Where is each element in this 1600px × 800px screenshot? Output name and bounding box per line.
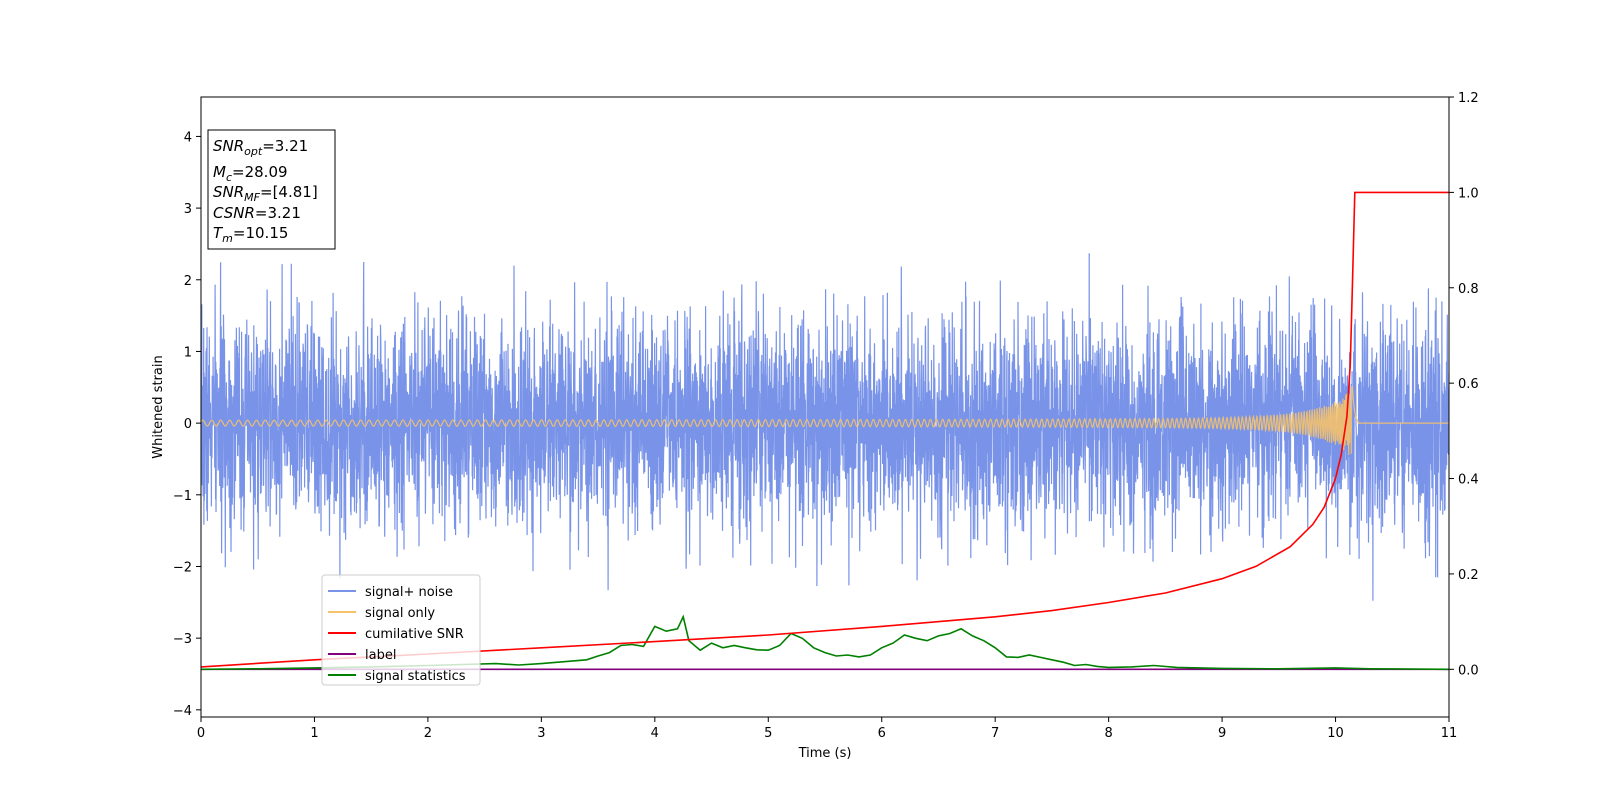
y-axis-right: 0.0 0.2 0.4 0.6 0.8 1.0 1.2	[1449, 91, 1479, 678]
x-tick-label: 6	[878, 726, 886, 741]
legend-label: signal statistics	[365, 669, 466, 684]
legend-frame	[321, 574, 481, 686]
info-line: Mc=28.09	[213, 163, 288, 184]
y-tick-label: 3	[184, 202, 192, 217]
y2-tick-label: 1.0	[1458, 186, 1479, 201]
y2-tick-label: 0.2	[1458, 568, 1479, 583]
series-signal-statistics	[201, 614, 1449, 671]
info-line: CSNR=3.21	[213, 204, 301, 222]
legend-label: signal only	[365, 606, 435, 621]
legend: signal+ noise signal only cumilative SNR la…	[321, 574, 481, 686]
info-box: SNRopt=3.21 Mc=28.09SNRMF=[4.81]CSNR=3.21…	[207, 129, 336, 250]
x-tick-label: 7	[991, 726, 999, 741]
y-tick-label: −2	[173, 560, 192, 575]
legend-label: cumilative SNR	[365, 627, 464, 642]
series-cumilative-SNR	[201, 191, 1449, 668]
x-tick-label: 8	[1104, 726, 1112, 741]
y-axis-label: Whitened strain	[151, 355, 166, 458]
x-tick-label: 3	[537, 726, 545, 741]
y-tick-label: 4	[184, 130, 192, 145]
y-tick-label: 2	[184, 274, 192, 289]
x-tick-label: 11	[1441, 726, 1458, 741]
x-tick-label: 1	[310, 726, 318, 741]
y-tick-label: −1	[173, 489, 192, 504]
legend-label: label	[365, 648, 396, 663]
x-tick-label: 2	[424, 726, 432, 741]
x-tick-label: 10	[1327, 726, 1344, 741]
y-tick-label: −3	[173, 632, 192, 647]
series-signal-noise	[201, 253, 1449, 601]
y-tick-label: 0	[184, 417, 192, 432]
x-axis: 0 1 2 3 4 5 6 7 8 9 10 11	[197, 717, 1457, 741]
series-signal-only	[201, 385, 1449, 456]
info-line: Tm=10.15	[213, 224, 288, 245]
x-tick-label: 4	[651, 726, 659, 741]
y-axis-left: −4 −3 −2 −1 0 1 2 3 4	[173, 130, 201, 719]
info-line: SNRMF=[4.81]	[213, 183, 318, 204]
x-tick-label: 5	[764, 726, 772, 741]
y2-tick-label: 1.2	[1458, 91, 1479, 106]
plot-frame	[200, 96, 1450, 718]
y-tick-label: −4	[173, 704, 192, 719]
info-line: SNRopt=3.21	[213, 137, 308, 158]
legend-label: signal+ noise	[365, 585, 453, 600]
y2-tick-label: 0.8	[1458, 282, 1479, 297]
y2-tick-label: 0.4	[1458, 473, 1479, 488]
x-axis-label: Time (s)	[798, 746, 852, 761]
info-box-frame	[207, 129, 336, 250]
x-tick-label: 9	[1218, 726, 1226, 741]
x-tick-label: 0	[197, 726, 205, 741]
y2-tick-label: 0.0	[1458, 663, 1479, 678]
y-tick-label: 1	[184, 345, 192, 360]
y2-tick-label: 0.6	[1458, 377, 1479, 392]
